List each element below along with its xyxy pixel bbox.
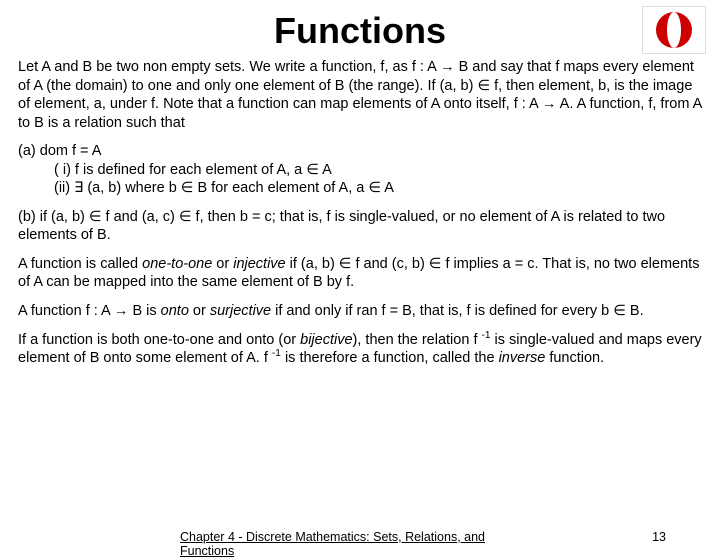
bijective-paragraph: If a function is both one-to-one and ont… xyxy=(18,331,702,368)
text: ), then the relation f xyxy=(353,332,482,348)
term-inverse: inverse xyxy=(499,350,546,366)
text: is therefore a function, called the xyxy=(281,350,499,366)
injective-paragraph: A function is called one-to-one or injec… xyxy=(18,255,702,292)
superscript-inverse: -1 xyxy=(272,348,281,359)
page-number: 13 xyxy=(652,530,666,544)
term-onto: onto xyxy=(161,303,189,319)
term-one-to-one: one-to-one xyxy=(142,256,212,272)
text: or xyxy=(212,256,233,272)
cond-a-head: (a) dom f = A xyxy=(18,142,702,161)
text: function. xyxy=(545,350,604,366)
footer-chapter: Chapter 4 - Discrete Mathematics: Sets, … xyxy=(180,530,540,558)
slide: Functions Let A and B be two non empty s… xyxy=(0,0,720,540)
logo-icon xyxy=(653,9,695,51)
term-bijective: bijective xyxy=(300,332,352,348)
cond-a-i: ( i) f is defined for each element of A,… xyxy=(18,161,702,180)
term-injective: injective xyxy=(233,256,285,272)
text: if and only if ran f = B, that is, f is … xyxy=(271,303,644,319)
text: A function is called xyxy=(18,256,142,272)
surjective-paragraph: A function f : A → B is onto or surjecti… xyxy=(18,302,702,321)
condition-b: (b) if (a, b) ∈ f and (a, c) ∈ f, then b… xyxy=(18,208,702,245)
page-title: Functions xyxy=(18,10,702,52)
institution-logo xyxy=(642,6,706,54)
condition-a: (a) dom f = A ( i) f is defined for each… xyxy=(18,142,702,198)
superscript-inverse: -1 xyxy=(482,330,491,341)
term-surjective: surjective xyxy=(210,303,271,319)
text: If a function is both one-to-one and ont… xyxy=(18,332,300,348)
text: A function f : A → B is xyxy=(18,303,161,319)
intro-paragraph: Let A and B be two non empty sets. We wr… xyxy=(18,58,702,132)
text: or xyxy=(189,303,210,319)
cond-a-ii: (ii) ∃ (a, b) where b ∈ B for each eleme… xyxy=(18,179,702,198)
